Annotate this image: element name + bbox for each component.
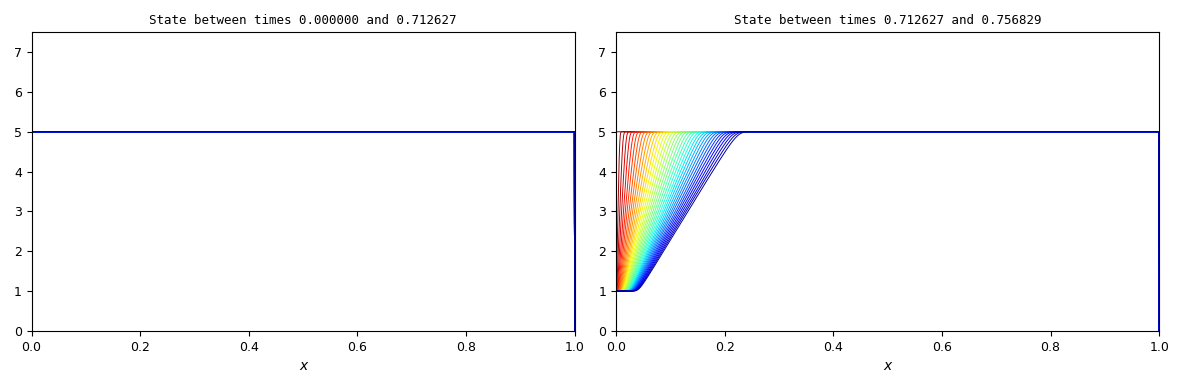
X-axis label: x: x	[299, 359, 308, 373]
X-axis label: x: x	[884, 359, 892, 373]
Title: State between times 0.712627 and 0.756829: State between times 0.712627 and 0.75682…	[733, 14, 1041, 27]
Title: State between times 0.000000 and 0.712627: State between times 0.000000 and 0.71262…	[149, 14, 457, 27]
